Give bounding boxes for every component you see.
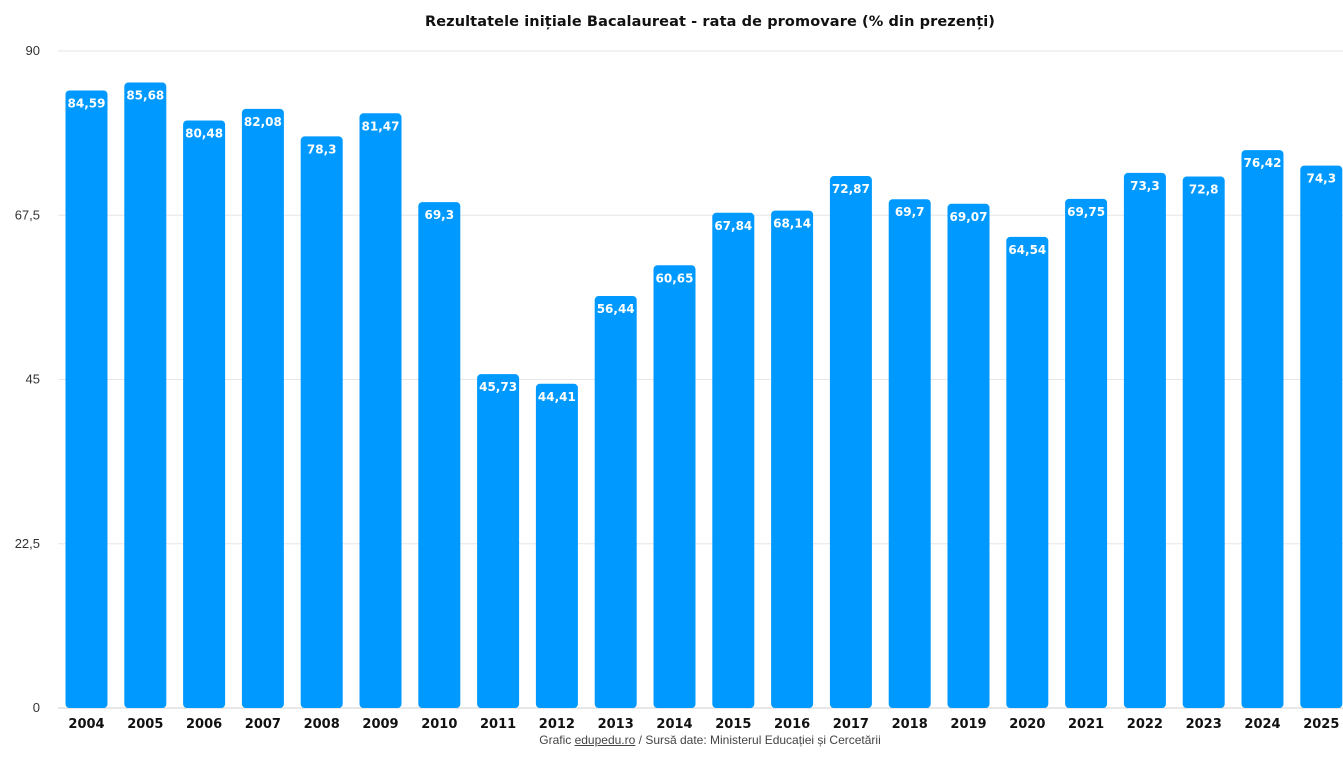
x-tick-label-2012: 2012	[539, 717, 575, 728]
x-tick-label-2007: 2007	[245, 717, 281, 728]
data-label-2023: 72,8	[1189, 183, 1219, 197]
x-tick-label-2022: 2022	[1127, 717, 1163, 728]
bar-2017	[829, 176, 872, 708]
chart-title: Rezultatele inițiale Bacalaureat - rata …	[424, 14, 996, 30]
x-tick-label-2011: 2011	[480, 717, 516, 728]
bar-2011	[477, 374, 520, 708]
bar-2018	[888, 199, 931, 708]
bars	[65, 82, 1343, 709]
data-label-2004: 84,59	[68, 96, 106, 110]
bar-2021	[1065, 198, 1108, 708]
x-tick-label-2016: 2016	[774, 717, 810, 728]
x-tick-label-2021: 2021	[1068, 717, 1104, 728]
x-tick-label-2004: 2004	[68, 717, 104, 728]
bar-chart: 0 22,5 45 67,5 90 84,59 85,68 80,48 82,08 78,3 81…	[15, 43, 1343, 728]
x-tick-label-2015: 2015	[715, 717, 751, 728]
y-tick-label: 45	[26, 372, 40, 387]
y-tick-label: 0	[33, 700, 40, 715]
data-label-2005: 85,68	[126, 89, 164, 103]
bar-2016	[771, 210, 814, 708]
bar-2007	[241, 108, 284, 709]
data-label-2006: 80,48	[185, 126, 223, 140]
y-tick-label: 22,5	[15, 536, 40, 551]
data-label-2014: 60,65	[656, 271, 694, 285]
bar-2023	[1182, 176, 1225, 708]
bar-2022	[1123, 172, 1166, 708]
data-label-2010: 69,3	[424, 208, 454, 222]
y-axis: 0 22,5 45 67,5 90	[15, 43, 40, 715]
x-tick-label-2019: 2019	[950, 717, 986, 728]
data-label-2016: 68,14	[773, 217, 811, 231]
data-label-2013: 56,44	[597, 302, 635, 316]
chart-footer: Grafic edupedu.ro / Sursă date: Minister…	[0, 733, 1343, 747]
bar-2024	[1241, 150, 1284, 708]
bar-2015	[712, 212, 755, 708]
data-label-2019: 69,07	[950, 210, 988, 224]
bar-2019	[947, 203, 990, 708]
data-label-2015: 67,84	[714, 219, 752, 233]
data-label-2025: 74,3	[1306, 172, 1336, 186]
bar-2020	[1006, 236, 1049, 708]
bar-2009	[359, 113, 402, 709]
data-label-2009: 81,47	[362, 119, 400, 133]
data-labels: 84,59 85,68 80,48 82,08 78,3 81,47 69,3 45,73 44…	[68, 89, 1337, 404]
x-tick-label-2025: 2025	[1303, 717, 1339, 728]
footer-suffix: / Sursă date: Ministerul Educației și Ce…	[635, 733, 881, 747]
data-label-2008: 78,3	[307, 142, 337, 156]
x-tick-label-2013: 2013	[598, 717, 634, 728]
data-label-2011: 45,73	[479, 380, 517, 394]
bar-2010	[418, 202, 461, 709]
bar-2004	[65, 90, 108, 709]
data-label-2024: 76,42	[1244, 156, 1282, 170]
x-tick-label-2006: 2006	[186, 717, 222, 728]
data-label-2020: 64,54	[1008, 243, 1046, 257]
data-label-2022: 73,3	[1130, 179, 1160, 193]
x-tick-label-2008: 2008	[304, 717, 340, 728]
bar-2013	[594, 295, 637, 708]
footer-source-link[interactable]: edupedu.ro	[574, 733, 636, 747]
data-label-2021: 69,75	[1067, 205, 1105, 219]
x-tick-label-2017: 2017	[833, 717, 869, 728]
data-label-2007: 82,08	[244, 115, 282, 129]
bar-2006	[183, 120, 226, 709]
data-label-2018: 69,7	[895, 205, 925, 219]
footer-prefix: Grafic	[539, 733, 575, 747]
bar-2005	[124, 82, 167, 708]
bar-2014	[653, 265, 696, 708]
x-tick-label-2020: 2020	[1009, 717, 1045, 728]
y-tick-label: 90	[26, 43, 40, 58]
x-tick-label-2010: 2010	[421, 717, 457, 728]
x-tick-label-2023: 2023	[1186, 717, 1222, 728]
bar-2025	[1300, 165, 1343, 709]
y-tick-label: 67,5	[15, 207, 40, 222]
x-tick-label-2018: 2018	[892, 717, 928, 728]
x-tick-label-2024: 2024	[1244, 717, 1280, 728]
x-axis: 2004 2005 2006 2007 2008 2009 2010 2011 2012 2013…	[68, 717, 1339, 728]
x-tick-label-2009: 2009	[362, 717, 398, 728]
x-tick-label-2014: 2014	[656, 717, 692, 728]
x-tick-label-2005: 2005	[127, 717, 163, 728]
bar-2008	[300, 136, 343, 708]
data-label-2012: 44,41	[538, 390, 576, 404]
data-label-2017: 72,87	[832, 182, 870, 196]
bar-2012	[535, 383, 578, 708]
